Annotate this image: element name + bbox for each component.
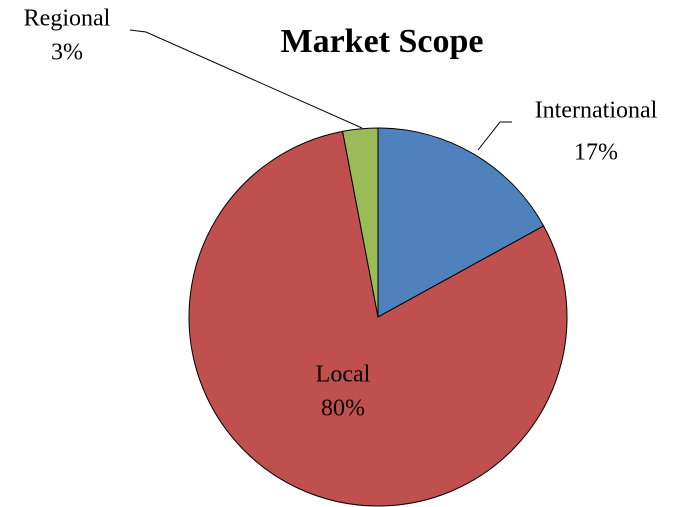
leader-line: [477, 121, 512, 151]
chart-title: Market Scope: [280, 23, 483, 60]
pie-slice: [188, 130, 568, 507]
pie-slice: [342, 127, 379, 318]
leader-line: [129, 29, 363, 129]
slice-value-label: 3%: [51, 40, 83, 66]
slice-value-label: 17%: [574, 140, 618, 166]
pie-slice: [377, 127, 545, 318]
slice-category-label: Regional: [24, 6, 111, 32]
slice-category-label: International: [535, 98, 658, 124]
slice-value-label: 80%: [321, 396, 365, 422]
slice-category-label: Local: [316, 362, 371, 388]
